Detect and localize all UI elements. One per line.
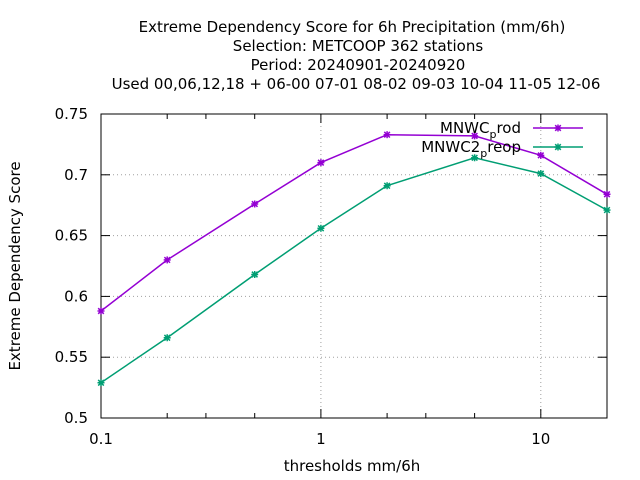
series-layer xyxy=(97,131,611,387)
data-point xyxy=(471,154,479,162)
y-tick-label: 0.75 xyxy=(55,105,88,123)
legend-marker xyxy=(554,143,562,151)
data-point xyxy=(251,271,259,279)
plot-frame xyxy=(100,113,608,419)
title-line-2: Selection: METCOOP 362 stations xyxy=(233,37,484,55)
y-tick-label: 0.5 xyxy=(64,409,88,427)
legend-label: MNWCprod xyxy=(440,119,521,141)
title-line-4: Used 00,06,12,18 + 06-00 07-01 08-02 09-… xyxy=(112,75,601,93)
data-point xyxy=(163,334,171,342)
y-tick-label: 0.55 xyxy=(55,348,88,366)
series-MNWC2_preop xyxy=(97,154,611,387)
series-MNWC_prod xyxy=(97,131,611,315)
legend-label: MNWC2preop xyxy=(421,138,521,160)
axis-ticks: 0.1 1 10 0.5 0.55 0.6 0.65 0.7 0.75 xyxy=(55,105,608,448)
data-point xyxy=(471,132,479,140)
x-tick-label: 1 xyxy=(316,430,326,448)
data-point xyxy=(383,131,391,139)
grid xyxy=(101,114,607,418)
data-point xyxy=(251,200,259,208)
y-tick-label: 0.7 xyxy=(64,166,88,184)
series-line xyxy=(100,157,608,384)
y-tick-label: 0.6 xyxy=(64,287,88,305)
data-point xyxy=(97,307,105,315)
legend-marker xyxy=(554,124,562,132)
title-line-1: Extreme Dependency Score for 6h Precipit… xyxy=(139,18,566,36)
x-tick-label: 0.1 xyxy=(89,430,113,448)
x-axis-label: thresholds mm/6h xyxy=(284,457,421,475)
y-tick-label: 0.65 xyxy=(55,227,88,245)
x-tick-label: 10 xyxy=(531,430,550,448)
data-point xyxy=(97,379,105,387)
data-point xyxy=(317,159,325,167)
data-point xyxy=(163,256,171,264)
data-point xyxy=(537,151,545,159)
data-point xyxy=(603,206,611,214)
data-point xyxy=(603,190,611,198)
data-point xyxy=(383,182,391,190)
y-axis-label: Extreme Dependency Score xyxy=(6,161,24,370)
title-line-3: Period: 20240901-20240920 xyxy=(251,56,466,74)
data-point xyxy=(537,170,545,178)
data-point xyxy=(317,224,325,232)
chart-title: Extreme Dependency Score for 6h Precipit… xyxy=(112,18,601,93)
series-line xyxy=(100,133,608,312)
